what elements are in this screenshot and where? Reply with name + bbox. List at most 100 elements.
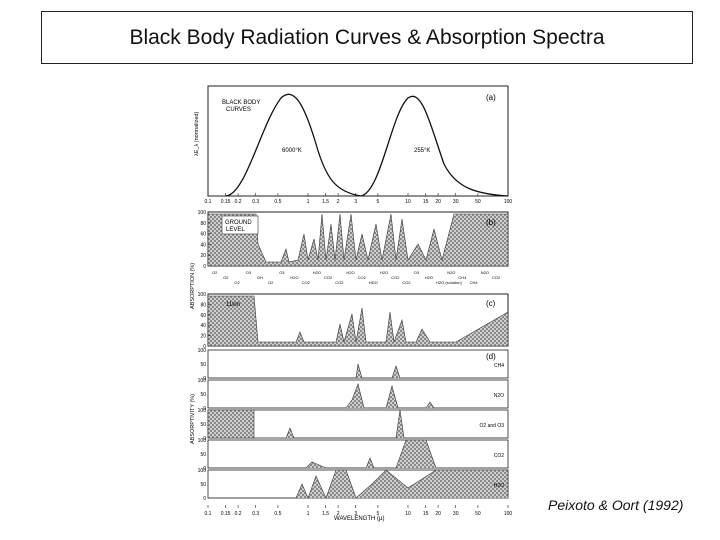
panel-d-trace-group [208,439,508,469]
percent-tick-label: 80 [200,221,206,227]
panel-b-ylabel: ABSORPTION (%) [190,263,196,309]
panel-b-label-box [221,215,259,235]
wavelength-tick-label: 0.15 [221,199,231,205]
wavelength-tick-label: 0.5 [274,511,281,517]
panel-d-trace-group [208,363,508,379]
wavelength-tick-label: 100 [504,511,513,517]
panel-c-label: 11km [226,302,240,308]
gas-label: CO2 [324,275,333,280]
gas-label: CO2 [391,275,400,280]
panel-c-tag: (c) [486,299,496,308]
x-axis-label: WAVELENGTH (µ) [334,516,384,522]
gas-label: CH4 [458,275,467,280]
absorptivity-tick-label: 100 [198,378,207,384]
percent-tick-label: 60 [200,232,206,238]
gas-label: O2 [223,275,229,280]
gas-label: O2 [212,270,218,275]
wavelength-tick-label: 10 [405,199,411,205]
wavelength-tick-label: 0.5 [274,199,281,205]
panel-b-gas-labels: O2O2O2O3OHO2O3H2OCO2H2OCO2CO2H2OCO2HDOH2… [212,270,501,285]
panel-d-tag: (d) [486,352,496,361]
gas-label: O2 [268,280,274,285]
wavelength-tick-label: 0.1 [205,199,212,205]
gas-name-label: N2O [494,393,504,399]
wavelength-tick-label: 2 [337,511,340,517]
citation: Peixoto & Oort (1992) [548,497,684,513]
wavelength-tick-label: 10 [405,511,411,517]
wavelength-tick-label: 1.5 [322,199,329,205]
panel-b-label-1: GROUND [225,220,252,226]
panel-c-absorption [207,295,509,347]
panel-b-absorption [207,213,509,267]
gas-label: O2 [234,280,240,285]
panel-a-ylabel: λE_λ (normalized) [194,112,200,156]
absorptivity-tick-label: 0 [203,376,206,382]
panel-a-wavelength-ticks: 0.1 0.15 0.2 0.3 0.5 1 1.5 2 3 5 10 15 20 30 50 100 [205,193,513,205]
wavelength-tick-label: 5 [377,511,380,517]
gas-label: H2O [425,275,433,280]
slide-title: Black Body Radiation Curves & Absorption… [129,25,605,49]
panel-d-trace [208,363,508,379]
percent-tick-label: 60 [200,313,206,319]
gas-label: OH [257,275,263,280]
wavelength-tick-label: 50 [475,199,481,205]
panel-d-ylabel: ABSORPTIVITY (%) [190,394,196,444]
title-box: Black Body Radiation Curves & Absorption… [41,11,693,64]
absorptivity-tick-label: 0 [203,496,206,502]
wavelength-tick-label: 0.3 [252,199,259,205]
gas-label: H2O [380,270,388,275]
panel-b-tag: (b) [486,218,496,227]
panel-a-legend-1: BLACK BODY [222,100,260,106]
absorptivity-tick-label: 0 [203,436,206,442]
panel-d-trace [208,439,508,469]
panel-d-trace-group [207,409,508,439]
panel-d-absorptivity: 100 50 0 CH4 100 50 0 N2O 100 50 0 O2 and O3 100 50 0 C… [198,348,509,502]
wavelength-tick-label: 1.5 [322,511,329,517]
wavelength-tick-label: 0.1 [205,511,212,517]
gas-name-label: H2O [494,483,504,489]
wavelength-tick-label: 20 [435,199,441,205]
wavelength-tick-label: 0.3 [252,511,259,517]
absorptivity-tick-label: 100 [198,468,207,474]
temp-earth-label: 255°K [414,148,430,154]
wavelength-tick-label: 5 [377,199,380,205]
absorptivity-tick-label: 50 [200,362,206,368]
gas-name-label: CO2 [494,453,505,459]
wavelength-tick-label: 15 [423,199,429,205]
gas-label: CO2 [402,280,411,285]
gas-label: CO2 [302,280,311,285]
wavelength-tick-label: 3 [354,511,357,517]
wavelength-tick-label: 30 [453,199,459,205]
absorptivity-tick-label: 0 [203,466,206,472]
panel-d-trace [208,382,508,409]
gas-label: CO2 [492,275,501,280]
bottom-wavelength-ticks: 0.1 0.15 0.2 0.3 0.5 1 1.5 2 3 5 10 15 20 30 50 100 [205,505,513,517]
panel-d-trace [207,409,508,439]
percent-tick-label: 40 [200,323,206,329]
gas-label: H2O [346,270,354,275]
percent-tick-label: 0 [203,344,206,350]
gas-name-label: O2 and O3 [480,423,505,429]
gas-label: H2O [313,270,321,275]
wavelength-tick-label: 1 [307,511,310,517]
gas-label: CH4 [470,280,479,285]
wavelength-tick-label: 0.2 [235,199,242,205]
gas-label: N2O [447,270,455,275]
blackbody-curve-earth [360,95,509,197]
gas-label: HDO [369,280,378,285]
absorptivity-tick-label: 100 [198,438,207,444]
percent-tick-label: 80 [200,302,206,308]
wavelength-tick-label: 2 [337,199,340,205]
wavelength-tick-label: 0.15 [221,511,231,517]
gas-label: CO2 [358,275,367,280]
panel-c-percent-ticks: 100 80 60 40 20 0 [198,292,211,350]
panel-b-label-2: LEVEL [226,227,245,233]
wavelength-tick-label: 100 [504,199,513,205]
panel-a-legend-2: CURVES [226,107,251,113]
absorptivity-tick-label: 100 [198,348,207,354]
percent-tick-label: 40 [200,242,206,248]
gas-label: N2O [481,270,489,275]
panel-b-percent-ticks: 100 80 60 40 20 0 [198,210,211,270]
panel-a-tag: (a) [486,93,496,102]
panel-d-subframe [207,439,509,469]
